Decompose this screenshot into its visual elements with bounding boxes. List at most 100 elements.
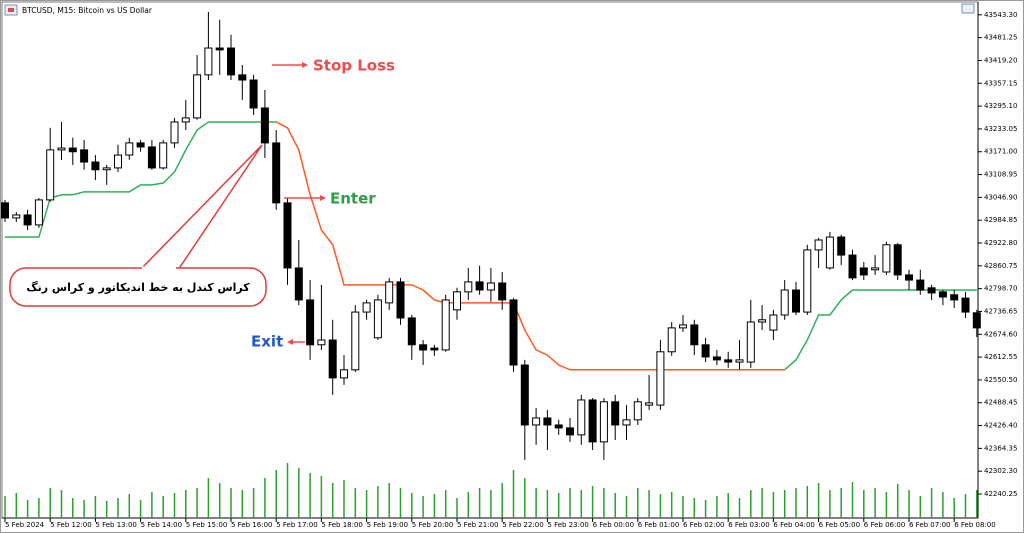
candle-body [306, 299, 315, 346]
x-tick-label: 6 Feb 06:00 [864, 521, 905, 529]
x-tick-label: 6 Feb 03:00 [728, 521, 769, 529]
y-tick-label: 42922.80 [984, 239, 1017, 247]
candle-body [554, 424, 563, 429]
x-tick-label: 5 Feb 16:00 [231, 521, 272, 529]
candle-body [724, 359, 733, 363]
candle-body [611, 401, 620, 426]
candle-body [950, 294, 959, 301]
candle-body [283, 202, 292, 269]
x-tick-label: 5 Feb 17:00 [276, 521, 317, 529]
candle-body [622, 419, 631, 426]
candle-body [125, 142, 134, 156]
candle-body [667, 327, 676, 353]
candle-body [136, 142, 145, 148]
candle-body [385, 281, 394, 304]
candle-body [543, 417, 552, 426]
candle-body [882, 244, 891, 273]
y-tick-label: 42550.50 [984, 376, 1017, 384]
y-tick-label: 43171.00 [984, 148, 1017, 156]
arrow-head [320, 195, 326, 201]
candle-body [272, 142, 281, 204]
candle-body [520, 364, 529, 426]
candle-body [114, 154, 122, 169]
candle-body [430, 347, 439, 351]
candle-body [147, 146, 156, 169]
candle-body [159, 142, 168, 169]
candle-body [588, 399, 597, 443]
candle-body [916, 279, 925, 291]
candle-body [419, 344, 428, 351]
plot-layer: 43543.30 43481.25 43419.20 43357.15 43295.10… [1, 11, 1017, 529]
x-tick-label: 5 Feb 21:00 [457, 521, 498, 529]
candle-body [746, 321, 755, 363]
candle-body [475, 281, 484, 291]
candle-body [80, 149, 89, 163]
candle-body [294, 267, 303, 301]
candle-body [769, 314, 778, 331]
x-tick-label: 6 Feb 01:00 [638, 521, 679, 529]
window-icon [961, 3, 975, 14]
candle-body [91, 161, 100, 171]
candle-body [486, 282, 495, 291]
arrow-head [302, 62, 308, 68]
candle-body [373, 299, 382, 339]
candle-body [780, 289, 789, 316]
y-tick-label: 43233.05 [984, 125, 1017, 133]
x-tick-label: 6 Feb 02:00 [683, 521, 724, 529]
candle-body [735, 359, 744, 363]
y-tick-label: 42302.30 [984, 467, 1017, 475]
candle-body [34, 199, 43, 226]
candle-body [1, 202, 9, 219]
candle-body [905, 274, 913, 281]
x-tick-label: 6 Feb 04:00 [773, 521, 814, 529]
candle-body [227, 47, 235, 76]
callout-box [9, 267, 267, 307]
candle-body [679, 324, 687, 329]
x-tick-label: 5 Feb 18:00 [321, 521, 362, 529]
candle-body [351, 311, 360, 371]
candle-body [961, 297, 970, 313]
candle-body [792, 289, 800, 313]
candle-body [825, 236, 834, 269]
y-tick-label: 42240.25 [984, 490, 1017, 498]
candle-body [837, 236, 846, 256]
candle-body [328, 339, 337, 379]
candle-body [23, 214, 32, 226]
x-tick-label: 6 Feb 07:00 [909, 521, 950, 529]
x-tick-label: 6 Feb 08:00 [954, 521, 995, 529]
candle-body [871, 267, 880, 271]
x-tick-label: 5 Feb 14:00 [141, 521, 182, 529]
candle-body [396, 281, 405, 319]
candle-body [181, 117, 190, 123]
x-tick-label: 5 Feb 13:00 [95, 521, 136, 529]
stop-loss-label: Stop Loss [313, 57, 395, 75]
x-tick-label: 5 Feb 2024 [5, 521, 45, 529]
candle-body [57, 147, 66, 151]
candle-body [46, 149, 55, 201]
x-tick-label: 5 Feb 12:00 [50, 521, 91, 529]
chart-title: BTCUSD, M15: Bitcoin vs US Dollar [22, 6, 153, 15]
y-tick-label: 42984.85 [984, 216, 1017, 224]
y-tick-label: 43543.30 [984, 11, 1017, 19]
candle-body [701, 344, 710, 358]
candle-body [848, 254, 857, 279]
candle-body [170, 121, 179, 144]
candle-body [972, 312, 981, 329]
candle-body [317, 339, 326, 346]
x-tick-label: 5 Feb 22:00 [502, 521, 543, 529]
candle-body [690, 324, 699, 346]
y-tick-label: 42860.75 [984, 262, 1017, 270]
y-tick-label: 42364.35 [984, 444, 1017, 452]
candle-body [362, 302, 371, 313]
candle-body [532, 417, 541, 426]
candle-body [102, 167, 111, 171]
candle-body [453, 291, 461, 311]
candle-body [12, 214, 21, 219]
candle-body [633, 401, 642, 421]
y-tick-label: 43108.95 [984, 171, 1017, 179]
candle-body [712, 356, 721, 361]
candle-body [260, 107, 269, 144]
x-tick-label: 5 Feb 15:00 [186, 521, 227, 529]
candle-body [577, 399, 586, 436]
